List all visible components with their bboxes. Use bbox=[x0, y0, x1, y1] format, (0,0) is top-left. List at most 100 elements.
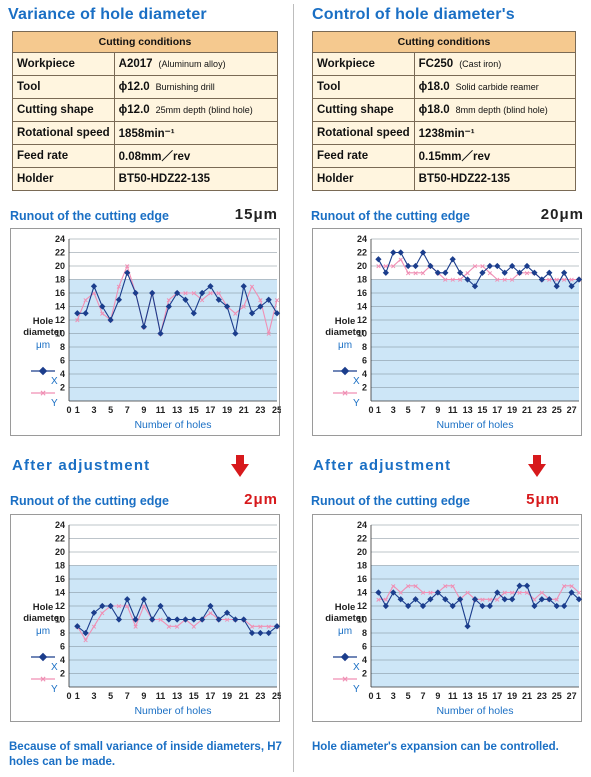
data-point-x bbox=[486, 262, 493, 270]
data-point-y: × bbox=[175, 621, 180, 631]
data-point-x bbox=[207, 283, 214, 290]
data-point-y: × bbox=[391, 261, 396, 271]
data-point-y: × bbox=[141, 601, 146, 611]
data-point-y: × bbox=[465, 588, 470, 598]
table-row: Rotational speed 1238min⁻¹ bbox=[312, 121, 577, 145]
data-point-y: × bbox=[525, 588, 530, 598]
left-column: Variance of hole diameter Cutting condit… bbox=[2, 0, 292, 777]
right-heading: Control of hole diameter's bbox=[312, 6, 515, 23]
left-after-chart: 2 4 6 8 10 12 14 16 18 20 22 24 0 1 3 5 7 9 11 13 15 17 19 21 23… bbox=[10, 514, 281, 722]
tolerance-band bbox=[69, 279, 277, 401]
table-row: Feed rate 0.08mm／rev bbox=[12, 144, 279, 168]
x-tick-label: 7 bbox=[125, 405, 130, 415]
data-point-y: × bbox=[275, 295, 280, 305]
y-tick-label: 6 bbox=[362, 356, 367, 366]
data-point-x bbox=[190, 310, 197, 317]
table-header: Cutting conditions bbox=[312, 31, 576, 53]
x-axis-label: Number of holes bbox=[436, 705, 513, 717]
data-point-y: × bbox=[383, 261, 388, 271]
data-point-x bbox=[265, 296, 272, 303]
x-tick-label: 11 bbox=[448, 405, 458, 415]
data-point-x bbox=[74, 310, 81, 317]
data-point-y: × bbox=[487, 268, 492, 278]
table-row: Tool ϕ18.0 Solid carbide reamer bbox=[312, 75, 577, 99]
down-arrow-icon bbox=[528, 455, 546, 477]
y-tick-label: 12 bbox=[55, 601, 65, 611]
data-point-y: × bbox=[266, 329, 271, 339]
legend-label: X bbox=[51, 376, 58, 387]
table-header: Cutting conditions bbox=[12, 31, 278, 53]
data-point-x bbox=[157, 330, 164, 337]
y-tick-label: 14 bbox=[55, 302, 65, 312]
legend-marker: × bbox=[40, 389, 46, 400]
x-tick-label: 1 bbox=[376, 405, 381, 415]
x-tick-label: 11 bbox=[448, 691, 458, 701]
y-tick-label: 16 bbox=[357, 574, 367, 584]
x-tick-label: 13 bbox=[172, 405, 182, 415]
data-point-x bbox=[419, 249, 427, 256]
x-tick-label: 15 bbox=[477, 691, 487, 701]
x-tick-label: 7 bbox=[125, 691, 130, 701]
data-point-y: × bbox=[166, 295, 171, 305]
data-point-x bbox=[174, 289, 181, 297]
x-tick-label: 19 bbox=[222, 691, 232, 701]
data-point-y: × bbox=[517, 588, 522, 598]
data-point-y: × bbox=[510, 275, 515, 285]
data-point-y: × bbox=[547, 275, 552, 285]
right-after-runout-value: 5μm bbox=[526, 491, 560, 508]
y-tick-label: 20 bbox=[357, 261, 367, 271]
data-point-x bbox=[199, 289, 206, 297]
column-divider bbox=[293, 4, 294, 772]
data-point-y: × bbox=[532, 594, 537, 604]
y-tick-label: 2 bbox=[60, 669, 65, 679]
legend-marker bbox=[38, 652, 48, 662]
x-tick-label: 7 bbox=[420, 691, 425, 701]
y-axis-label-line2: diameter bbox=[23, 327, 63, 338]
series-line-Y bbox=[378, 584, 580, 601]
y-tick-label: 10 bbox=[55, 615, 65, 625]
left-caption: Because of small variance of inside diam… bbox=[9, 741, 282, 768]
x-tick-label: 21 bbox=[522, 691, 532, 701]
data-point-y: × bbox=[166, 621, 171, 631]
y-tick-label: 4 bbox=[362, 655, 367, 665]
table-row: Workpiece FC250 (Cast iron) bbox=[312, 52, 577, 76]
y-tick-label: 22 bbox=[55, 248, 65, 258]
data-point-x bbox=[215, 296, 222, 303]
legend-marker: × bbox=[342, 675, 348, 686]
x-tick-label: 5 bbox=[108, 691, 113, 701]
data-point-y: × bbox=[406, 581, 411, 591]
y-tick-label: 8 bbox=[362, 628, 367, 638]
x-tick-label: 9 bbox=[435, 691, 440, 701]
series-line-X bbox=[377, 251, 580, 288]
x-axis-label: Number of holes bbox=[134, 705, 211, 717]
x-tick-label: 13 bbox=[172, 691, 182, 701]
legend-label: Y bbox=[353, 684, 360, 695]
data-point-y: × bbox=[413, 268, 418, 278]
data-point-y: × bbox=[208, 288, 213, 298]
y-tick-label: 20 bbox=[55, 261, 65, 271]
y-axis-label-line2: diameter bbox=[325, 327, 365, 338]
left-after-runout-label: Runout of the cutting edge bbox=[10, 494, 170, 508]
left-after-label: After adjustment bbox=[12, 457, 151, 474]
x-tick-label: 3 bbox=[91, 691, 96, 701]
x-tick-label: 3 bbox=[391, 691, 396, 701]
data-point-y: × bbox=[91, 621, 96, 631]
y-axis-unit: μm bbox=[36, 626, 50, 637]
x-tick-label: 15 bbox=[477, 405, 487, 415]
legend-label: X bbox=[51, 662, 58, 673]
data-point-x bbox=[182, 296, 189, 303]
y-tick-label: 6 bbox=[362, 642, 367, 652]
data-point-y: × bbox=[191, 621, 196, 631]
data-point-y: × bbox=[569, 275, 574, 285]
data-point-y: × bbox=[250, 621, 255, 631]
data-point-y: × bbox=[376, 261, 381, 271]
data-point-y: × bbox=[100, 608, 105, 618]
x-tick-label: 25 bbox=[552, 405, 562, 415]
data-point-y: × bbox=[200, 295, 205, 305]
left-runout-value: 15μm bbox=[234, 206, 278, 223]
x-tick-label: 15 bbox=[189, 405, 199, 415]
data-point-y: × bbox=[250, 281, 255, 291]
